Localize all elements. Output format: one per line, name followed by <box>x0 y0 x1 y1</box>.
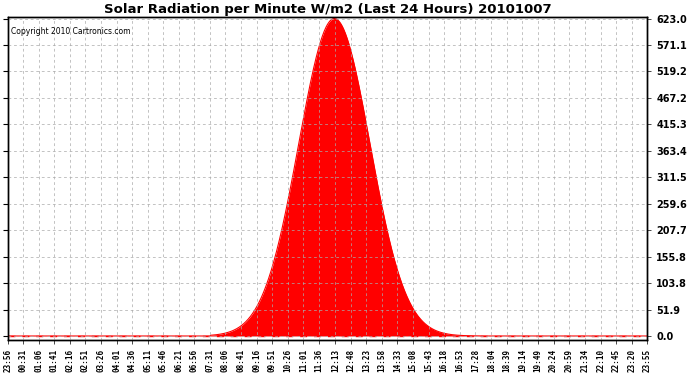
Text: Copyright 2010 Cartronics.com: Copyright 2010 Cartronics.com <box>11 27 130 36</box>
Title: Solar Radiation per Minute W/m2 (Last 24 Hours) 20101007: Solar Radiation per Minute W/m2 (Last 24… <box>104 3 551 16</box>
